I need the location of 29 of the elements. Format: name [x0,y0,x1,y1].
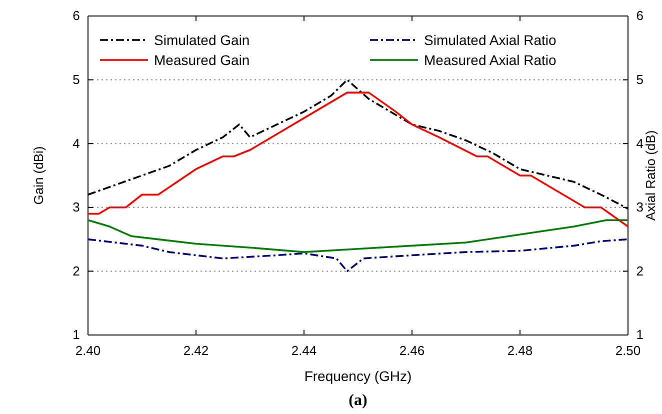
x-tick-label: 2.44 [291,342,317,358]
y2-tick-label: 5 [636,72,644,87]
y2-tick-label: 6 [636,8,644,24]
x-tick-label: 2.42 [183,342,209,358]
y-tick-label: 5 [72,72,80,87]
text: (a) [348,392,368,409]
y-tick-label: 3 [72,200,80,215]
y2-axis-title: Axial Ratio (dB) [643,130,658,221]
y2-tick-label: 3 [636,200,644,215]
legend-label: Simulated Axial Ratio [424,32,557,48]
line-series [87,238,629,272]
x-tick-label: 2.48 [507,342,533,358]
y2-tick-label: 4 [636,136,644,151]
y-tick-label: 6 [72,8,80,24]
y-tick-label: 4 [72,136,80,151]
legend-label: Measured Gain [154,52,250,68]
y-axis-title: Gain (dBi) [31,146,46,205]
x-axis-title: Frequency (GHz) [304,368,412,384]
x-tick-label: 2.46 [399,342,425,358]
y2-tick-label: 1 [636,327,644,342]
legend-label: Simulated Gain [154,32,250,48]
y-tick-label: 2 [72,263,80,278]
line-series [87,219,629,253]
x-tick-label: 2.40 [75,342,101,358]
legend-label: Measured Axial Ratio [424,52,557,68]
y2-tick-label: 2 [636,263,644,278]
x-tick-label: 2.50 [615,342,641,358]
line-series [87,92,629,228]
y-tick-label: 1 [72,327,80,342]
